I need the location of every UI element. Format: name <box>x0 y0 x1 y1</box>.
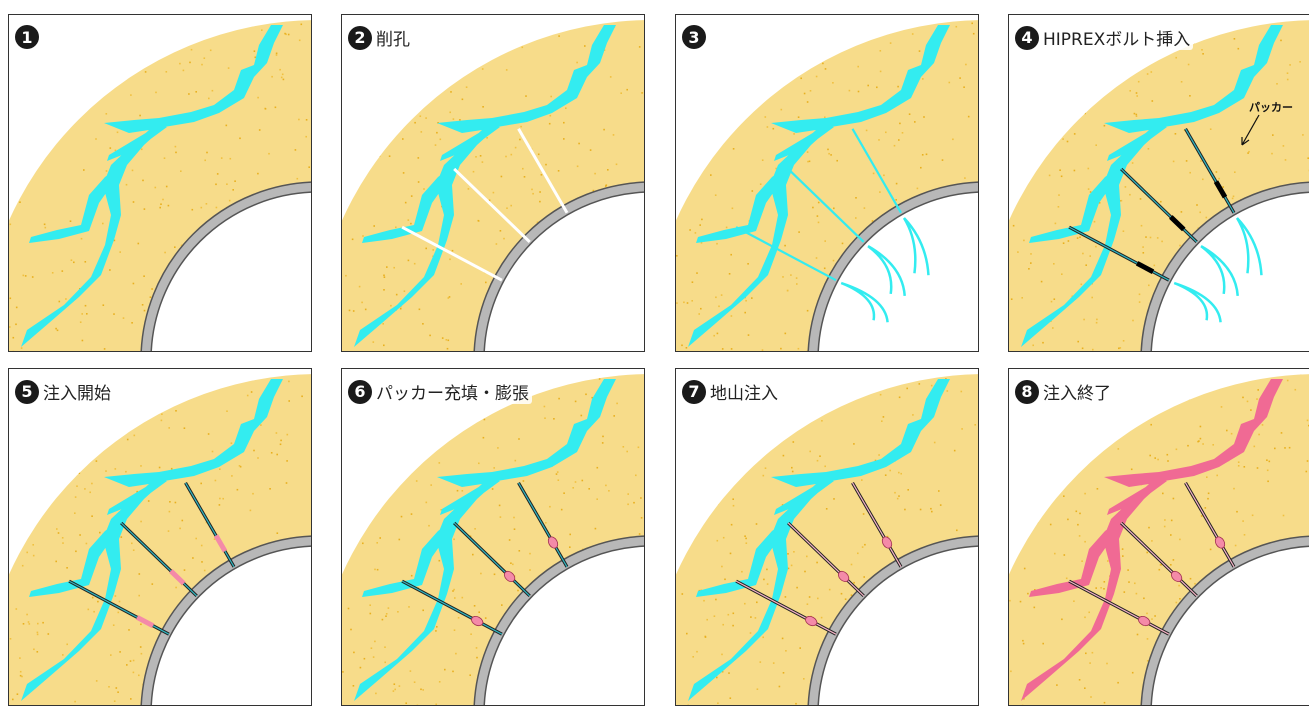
step-number: 3 <box>682 25 706 49</box>
water-leak-jet <box>1201 246 1238 296</box>
step-title: HIPREXボルト挿入 <box>1043 25 1190 50</box>
tunnel-section-illustration <box>676 15 979 352</box>
step-title: 注入開始 <box>43 379 111 404</box>
water-leak-jet <box>868 246 905 296</box>
tunnel-section-illustration <box>9 369 312 706</box>
step-number: 1 <box>15 25 39 49</box>
step-number: 8 <box>1015 380 1039 404</box>
step-number: 2 <box>348 26 372 50</box>
tunnel-section-illustration <box>1009 15 1309 352</box>
tunnel-section-illustration <box>342 15 645 352</box>
step-number: 7 <box>682 380 706 404</box>
step-label: 1 <box>15 25 42 49</box>
packer-callout: パッカー <box>1249 99 1293 115</box>
step-label: 3 <box>682 25 709 49</box>
step-title: パッカー充填・膨張 <box>376 379 529 404</box>
water-leak-jet <box>1237 218 1261 275</box>
step-number: 5 <box>15 380 39 404</box>
water-leak-jet <box>904 218 928 275</box>
step-number: 6 <box>348 380 372 404</box>
step-panel-1: 1 <box>8 14 312 352</box>
water-leak-jet <box>1174 283 1220 322</box>
step-title: 削孔 <box>376 25 410 50</box>
step-title: 注入終了 <box>1043 379 1111 404</box>
tunnel-section-illustration <box>676 369 979 706</box>
step-number: 4 <box>1015 26 1039 50</box>
tunnel-section-illustration <box>9 15 312 352</box>
water-leak-jet <box>841 283 887 322</box>
tunnel-section-illustration <box>1009 369 1309 706</box>
tunnel-section-illustration <box>342 369 645 706</box>
step-title: 地山注入 <box>710 379 778 404</box>
step-panel-3: 3 <box>675 14 979 352</box>
